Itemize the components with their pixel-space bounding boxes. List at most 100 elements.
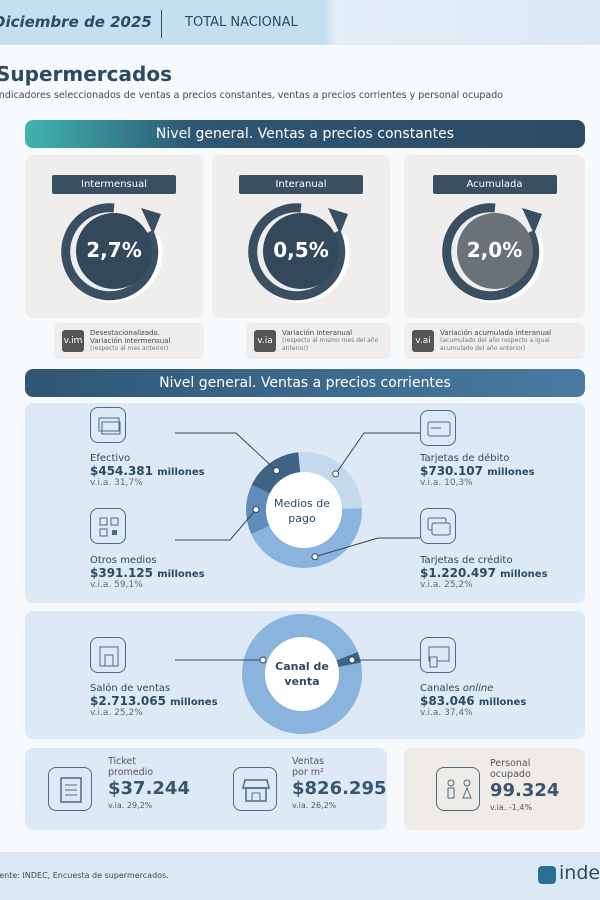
section-banner-constant: Nivel general. Ventas a precios constant… <box>25 120 585 148</box>
canal-center <box>265 637 339 711</box>
variation-label: Intermensual <box>52 175 176 194</box>
header-bar: Diciembre de 2025 TOTAL NACIONAL <box>0 0 600 45</box>
unit: millones <box>478 697 527 708</box>
label: Salón de ventas <box>90 683 171 694</box>
variation-note: v.ai Variación acumulada interanual (acum… <box>404 323 585 359</box>
canal-slice <box>242 614 363 735</box>
label: Otros medios <box>90 555 157 566</box>
variation-label: Acumulada <box>432 175 557 194</box>
medios-slice <box>298 452 362 509</box>
source-note: Fuente: INDEC, Encuesta de supermercados… <box>0 871 169 880</box>
leader-line <box>335 432 420 475</box>
unit: millones <box>157 569 205 580</box>
leader-dot <box>259 656 267 664</box>
medios-center-label: Medios de pago <box>273 497 330 525</box>
unit: millones <box>170 697 218 708</box>
header-date: Diciembre de 2025 <box>0 13 152 31</box>
stat-via: v.ia. 26,2% <box>292 801 337 810</box>
gauge-arrow-icon <box>61 203 163 303</box>
cash-icon <box>90 407 126 443</box>
label-em: online <box>462 683 494 694</box>
canal-center-label: Canal de venta <box>275 660 329 688</box>
amount: $1.220.497 <box>420 566 496 580</box>
efectivo-block: Efectivo $454.381 millones v.i.a. 31,7% <box>90 453 205 488</box>
via: v.i.a. 37,4% <box>420 708 473 718</box>
variation-value: 2,7% <box>86 238 142 262</box>
amount: $2.713.065 <box>90 694 166 708</box>
amount: $454.381 <box>90 464 154 478</box>
stat-block: Ventas por m² $826.295 v.ia. 26,2% <box>292 756 387 811</box>
note-detail: (acumulado del año respecto a igual acum… <box>440 337 550 352</box>
unit: millones <box>487 467 535 478</box>
label: Tarjetas de crédito <box>420 555 513 566</box>
stat-label1: Ticket <box>108 756 137 767</box>
stat-block: Ticket promedio $37.244 v.ia. 29,2% <box>108 756 190 811</box>
amount: $83.046 <box>420 694 475 708</box>
debito-block: Tarjetas de débito $730.107 millones v.i.a… <box>420 453 535 488</box>
stat-label2: ocupado <box>490 769 531 780</box>
stat-label2: promedio <box>108 767 154 778</box>
leader-line <box>175 509 257 541</box>
leader-dot <box>311 553 319 561</box>
note-title: Variación acumulada interanual <box>440 329 552 337</box>
gauge-arrow-icon <box>248 203 350 303</box>
variation-label: Interanual <box>239 175 363 194</box>
leader-line <box>175 432 277 472</box>
label: Canales <box>420 683 460 694</box>
stat-label1: Personal <box>490 758 531 769</box>
note-badge: v.ia <box>254 330 276 352</box>
stat-label1: Ventas <box>292 756 325 767</box>
note-badge: v.im <box>62 330 84 352</box>
leader-dot <box>348 656 356 664</box>
store-icon <box>90 637 126 673</box>
stat-label2: por m² <box>292 767 324 778</box>
section-banner-current: Nivel general. Ventas a precios corrient… <box>25 369 585 397</box>
via: v.i.a. 59,1% <box>90 580 143 590</box>
stat-value: 99.324 <box>490 780 560 801</box>
note-title: Desestacionalizado. <box>90 329 160 337</box>
stat-value: $826.295 <box>292 778 387 799</box>
variation-note: v.ia Variación interanual (respecto al mi… <box>246 323 391 359</box>
label: Tarjetas de débito <box>420 453 510 464</box>
stat-block: Personal ocupado 99.324 v.ia. -1,4% <box>490 758 559 813</box>
medios-center <box>266 472 342 548</box>
header-scope: TOTAL NACIONAL <box>185 15 298 30</box>
online-block: Canales online $83.046 millones v.i.a. 37,… <box>420 683 526 718</box>
via: v.i.a. 31,7% <box>90 478 143 488</box>
medios-slice <box>251 508 362 569</box>
label: Efectivo <box>90 453 131 464</box>
devices-icon <box>420 637 456 673</box>
unit: millones <box>500 569 548 580</box>
leader-line <box>314 537 420 558</box>
people-icon <box>436 767 480 811</box>
variation-note: v.im Desestacionalizado. Variación interm… <box>54 323 204 359</box>
note-detail: (respecto al mes anterior) <box>90 345 169 352</box>
salon-block: Salón de ventas $2.713.065 millones v.i.a.… <box>90 683 218 718</box>
via: v.i.a. 25,2% <box>420 580 473 590</box>
variation-value: 2,0% <box>466 238 523 262</box>
leader-dot <box>332 470 340 478</box>
credit-card-icon <box>420 508 456 544</box>
variation-value: 0,5% <box>273 238 329 262</box>
indec-logo: indec <box>559 862 600 884</box>
personal-panel <box>404 748 585 830</box>
amount: $391.125 <box>90 566 154 580</box>
note-badge: v.ai <box>412 330 434 352</box>
amount: $730.107 <box>420 464 484 478</box>
gauge-arrow-icon <box>441 203 544 303</box>
debit-card-icon <box>420 410 456 446</box>
leader-dot <box>252 506 260 514</box>
leader-dot <box>272 467 280 475</box>
stat-value: $37.244 <box>108 778 190 799</box>
stats-panel <box>25 748 387 830</box>
divider <box>161 10 162 38</box>
stat-via: v.ia. 29,2% <box>108 801 153 810</box>
indec-logo-mark <box>538 866 556 884</box>
receipt-icon <box>48 767 92 811</box>
page-title: Supermercados <box>0 62 172 86</box>
note-title2: Variación intermensual <box>90 337 171 345</box>
page-subtitle: Indicadores seleccionados de ventas a pr… <box>0 90 504 101</box>
note-title: Variación interanual <box>282 329 353 337</box>
storefront-icon <box>233 767 277 811</box>
